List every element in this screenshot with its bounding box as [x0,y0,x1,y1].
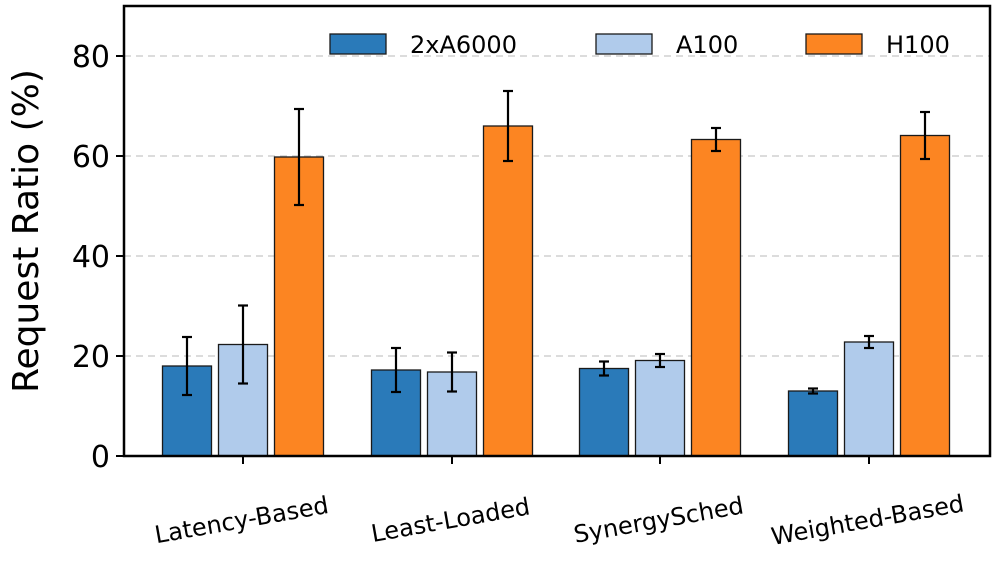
bar [426,371,478,457]
x-tick-label: Latency-Based [153,491,331,549]
bar [482,125,534,457]
bar [634,359,686,457]
x-tick-label: Weighted-Based [769,489,966,550]
y-tick-label: 40 [72,240,110,275]
bars-group [161,125,951,457]
bar [843,341,895,457]
y-axis: 0 20 40 60 80 [72,40,124,475]
bar [787,390,839,457]
legend-label: A100 [676,31,738,59]
plot-frame [122,4,992,458]
bar [690,138,742,457]
y-tick-label: 80 [72,40,110,75]
legend: 2xA6000 A100 H100 [329,31,950,59]
legend-swatch [805,33,863,55]
y-tick-label: 60 [72,140,110,175]
legend-swatch [329,33,387,55]
legend-label: H100 [886,31,950,59]
grid-lines [124,55,990,357]
legend-label: 2xA6000 [410,31,517,59]
bar [578,367,630,457]
x-axis: Latency-Based Least-Loaded SynergySched Wei… [153,456,966,551]
legend-swatch [595,33,653,55]
x-tick-label: Least-Loaded [369,492,532,547]
y-axis-label: Request Ratio (%) [6,69,47,393]
y-tick-label: 0 [91,440,110,475]
x-tick-label: SynergySched [572,491,746,548]
y-tick-label: 20 [72,340,110,375]
error-bars-group [182,89,930,397]
bar [273,156,325,457]
bar [899,134,951,457]
